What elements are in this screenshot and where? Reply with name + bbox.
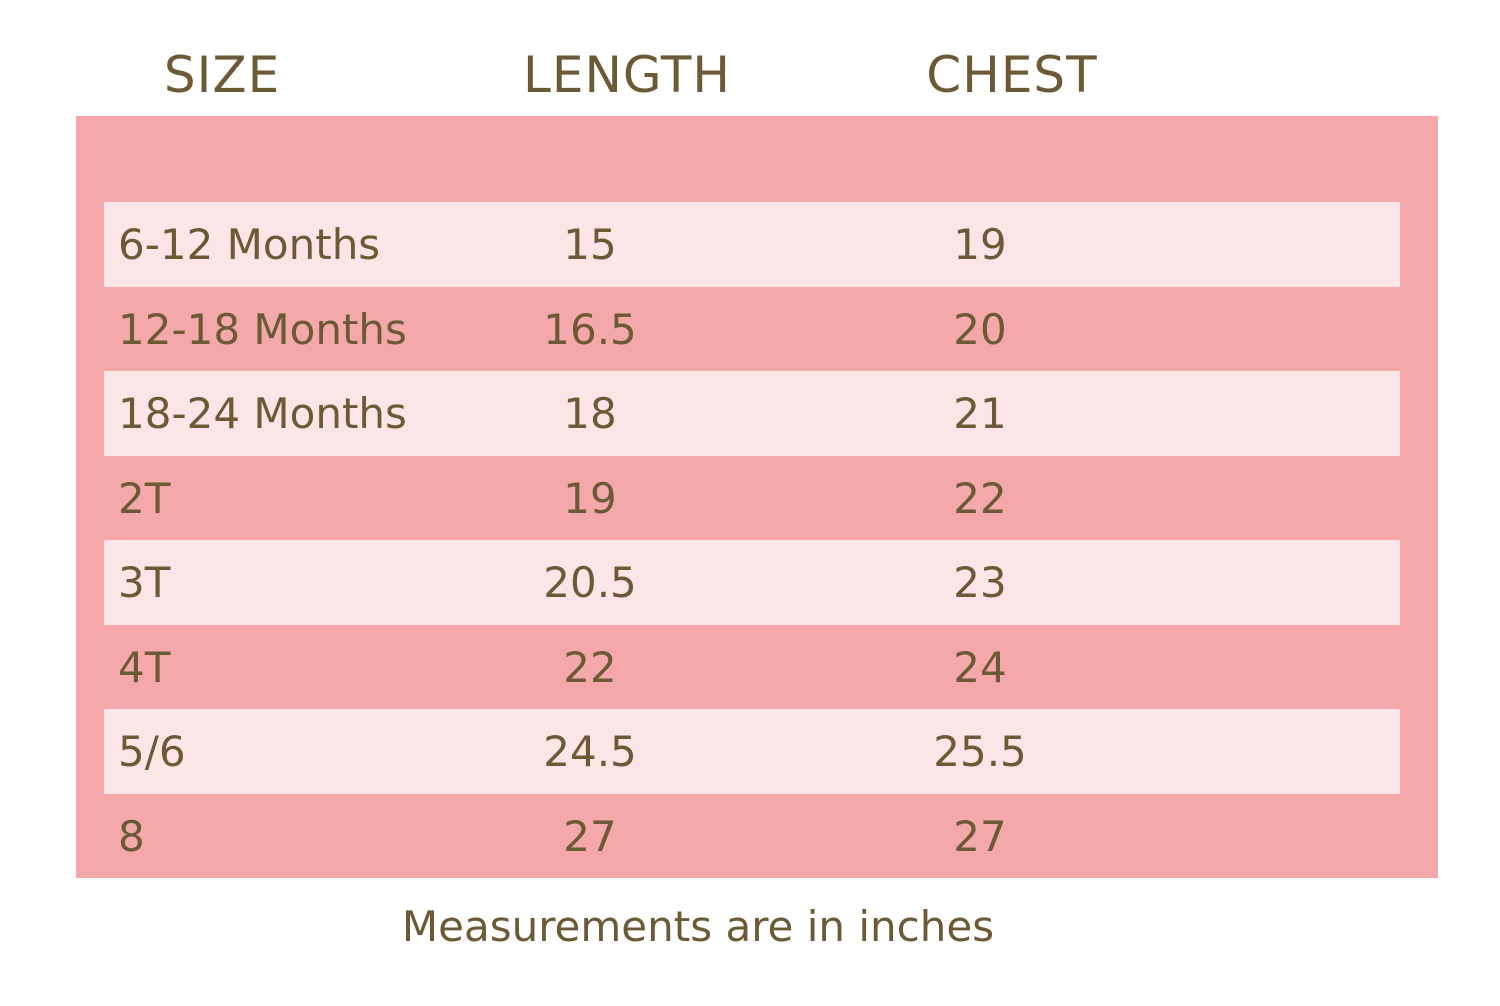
table-row: 18-24 Months 18 21 xyxy=(104,371,1400,456)
table-row: 8 27 27 xyxy=(104,794,1400,879)
size-cell: 4T xyxy=(118,642,171,692)
column-header: LENGTH xyxy=(523,46,731,104)
column-header: CHEST xyxy=(926,46,1098,104)
size-cell: 12-18 Months xyxy=(118,304,407,354)
table-row: 12-18 Months 16.5 20 xyxy=(104,287,1400,372)
size-cell: 3T xyxy=(118,558,171,607)
size-cell: 8 xyxy=(118,811,145,861)
table-row: 4T 22 24 xyxy=(104,625,1400,710)
table-row: 6-12 Months 15 19 xyxy=(104,202,1400,287)
size-cell: 2T xyxy=(118,473,171,523)
size-cell: 5/6 xyxy=(118,727,186,776)
footnote: Measurements are in inches xyxy=(401,902,995,951)
size-cell: 18-24 Months xyxy=(118,389,407,438)
size-cell: 6-12 Months xyxy=(118,220,381,269)
table-row: 5/6 24.5 25.5 xyxy=(104,709,1400,794)
table-row: 2T 19 22 xyxy=(104,456,1400,541)
table-row: 3T 20.5 23 xyxy=(104,540,1400,625)
column-header: SIZE xyxy=(163,46,281,104)
